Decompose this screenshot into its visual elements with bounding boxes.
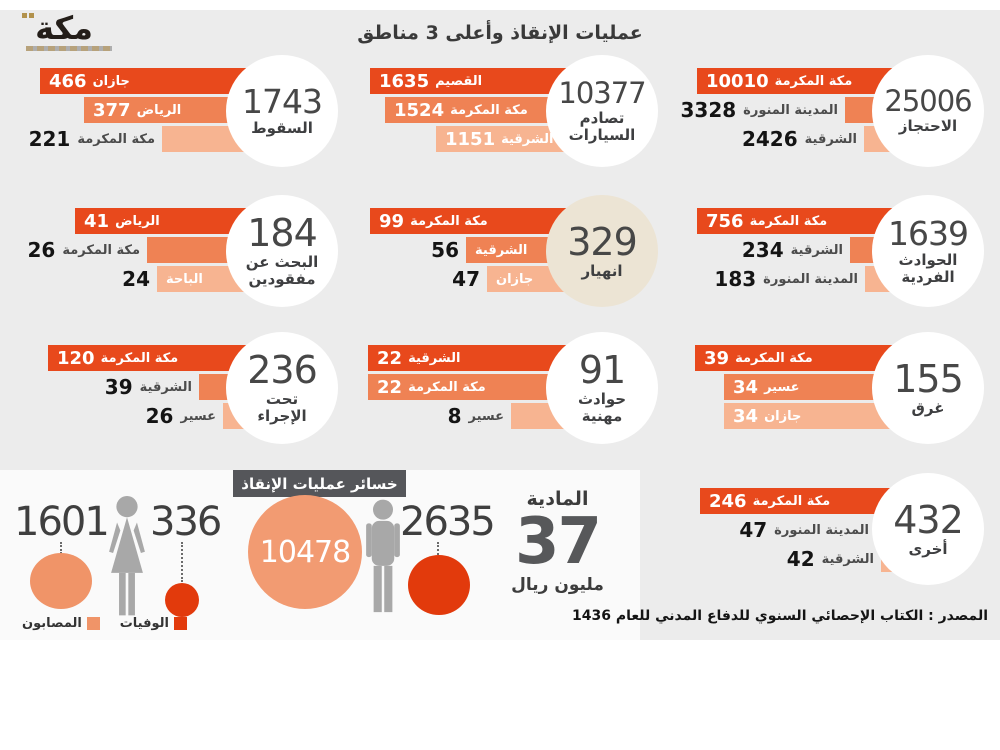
- group-8-total-value: 91: [578, 348, 626, 393]
- group-3-bar-1-label-inside: مكة المكرمة 10010: [706, 70, 853, 92]
- material-losses: المادية 37 مليون ريال: [505, 488, 610, 595]
- group-10-bar-1-label-inside: مكة المكرمة 246: [709, 490, 831, 512]
- makkah-newspaper-logo: مكة: [16, 12, 112, 64]
- group-4-category-label: البحث عن مفقودين: [245, 253, 319, 288]
- deaths-color-swatch: [174, 617, 187, 630]
- group-1-total-value: 1743: [242, 82, 323, 122]
- male-deaths-circle: [408, 555, 470, 615]
- group-6-bar-3-label-outside: المدينة المنورة 183: [714, 267, 858, 291]
- group-6-category-label: الحوادث الفردية: [898, 250, 958, 286]
- material-label: المادية: [526, 488, 589, 510]
- group-1-bar-2-label-inside: الرياض 377: [93, 99, 182, 121]
- man-icon: [366, 499, 400, 613]
- group-7-bar-1-label-inside: مكة المكرمة 120: [57, 347, 179, 369]
- male-deaths-count: 2635: [400, 499, 496, 545]
- female-deaths-count: 336: [150, 499, 222, 545]
- material-value: 37: [514, 505, 602, 579]
- logo-wordmark: مكة: [35, 10, 94, 47]
- group-2-bar-2-label-inside: مكة المكرمة 1524: [394, 99, 528, 121]
- infographic-canvas: مكة عمليات الإنقاذ وأعلى 3 مناطق جازان 46…: [0, 10, 1000, 640]
- material-unit: مليون ريال: [511, 575, 604, 596]
- group-4-bar-3-label-outside: 24: [122, 267, 150, 291]
- group-5-total-value: 329: [567, 219, 638, 264]
- group-1-total-circle: 1743 السقوط: [226, 55, 338, 167]
- group-9-bar-2-label-inside: عسير 34: [733, 376, 800, 398]
- woman-icon: [109, 496, 145, 616]
- group-9-bar-3-label-inside: جازان 34: [733, 405, 802, 427]
- group-6-total-circle: 1639 الحوادث الفردية: [872, 195, 984, 307]
- group-10-category-label: أخرى: [908, 539, 948, 558]
- dotted-connector: [181, 542, 183, 582]
- group-8-bar-2-label-inside: مكة المكرمة 22: [377, 376, 486, 398]
- group-4-total-value: 184: [247, 211, 318, 256]
- male-injured-circle: 10478: [248, 495, 362, 609]
- losses-legend: الوفيات المصابون: [22, 616, 187, 631]
- group-5-bar-3-label-inside: جازان: [496, 271, 534, 287]
- group-3-category-label: الاحتجاز: [898, 117, 958, 136]
- group-3-total-value: 25006: [884, 84, 972, 119]
- group-4-bar-1-label-inside: الرياض 41: [84, 210, 160, 232]
- source-citation: المصدر : الكتاب الإحصائي السنوي للدفاع ا…: [572, 608, 988, 624]
- group-2-total-circle: 10377 تصادم السيارات: [546, 55, 658, 167]
- female-deaths-circle: [165, 583, 199, 617]
- group-7-category-label: تحت الإجراء: [257, 390, 307, 425]
- group-10-total-value: 432: [893, 497, 964, 542]
- group-8-bar-1-label-inside: الشرقية 22: [377, 347, 461, 369]
- group-7-bar-3-label-outside: عسير 26: [145, 404, 216, 428]
- losses-badge: خسائر عمليات الإنقاذ: [233, 470, 406, 497]
- deaths-legend-label: الوفيات: [119, 616, 169, 631]
- group-2-bar-3-label-inside: الشرقية 1151: [445, 128, 554, 150]
- group-6-total-value: 1639: [888, 213, 969, 253]
- group-1-category-label: السقوط: [251, 119, 313, 138]
- group-7-total-circle: 236 تحت الإجراء: [226, 332, 338, 444]
- group-9-total-circle: 155 غرق: [872, 332, 984, 444]
- group-5-category-label: انهيار: [581, 261, 623, 280]
- group-6-bar-1-label-inside: مكة المكرمة 756: [706, 210, 828, 232]
- injured-color-swatch: [86, 617, 100, 630]
- group-2-category-label: تصادم السيارات: [568, 108, 636, 144]
- group-2-bar-1-label-inside: القصيم 1635: [379, 70, 483, 92]
- group-6-bar-2-label-outside: الشرقية 234: [741, 238, 843, 262]
- group-2-total-value: 10377: [558, 75, 646, 110]
- group-3-bar-2-label-outside: المدينة المنورة 3328: [680, 98, 839, 122]
- group-8-bar-3-label-outside: عسير 8: [447, 404, 504, 428]
- female-injured-circle: [30, 553, 92, 609]
- group-7-total-value: 236: [247, 348, 318, 393]
- group-7-bar-2-label-outside: الشرقية 39: [104, 375, 192, 399]
- female-injured-count: 1601: [14, 499, 110, 545]
- group-4-total-circle: 184 البحث عن مفقودين: [226, 195, 338, 307]
- dotted-connector: [437, 542, 439, 555]
- group-5-bar-2-label-inside: الشرقية: [475, 242, 528, 258]
- group-5-total-circle: 329 انهيار: [546, 195, 658, 307]
- group-5-bar-1-label-inside: مكة المكرمة 99: [379, 210, 488, 232]
- group-1-bar-3-label-outside: مكة المكرمة 221: [28, 127, 155, 151]
- group-1-bar-1-label-inside: جازان 466: [49, 70, 130, 92]
- group-4-bar-2-label-outside: مكة المكرمة 26: [27, 238, 141, 262]
- legend-item-deaths: الوفيات: [120, 616, 187, 631]
- group-9-category-label: غرق: [911, 398, 945, 417]
- group-4-bar-3-label-inside: الباحة: [166, 271, 203, 287]
- injured-legend-label: المصابون: [22, 616, 82, 631]
- group-3-total-circle: 25006 الاحتجاز: [872, 55, 984, 167]
- legend-item-injured: المصابون: [22, 616, 100, 631]
- group-10-bar-2-label-outside: المدينة المنورة 47: [739, 518, 869, 542]
- page-title: عمليات الإنقاذ وأعلى 3 مناطق: [357, 22, 643, 44]
- group-8-total-circle: 91 حوادث مهنية: [546, 332, 658, 444]
- group-5-bar-2-label-outside: 56: [431, 238, 459, 262]
- male-injured-count: 10478: [259, 534, 351, 570]
- group-3-bar-3-label-outside: الشرقية 2426: [741, 127, 857, 151]
- group-9-bar-1-label-inside: مكة المكرمة 39: [704, 347, 813, 369]
- dotted-connector: [60, 542, 62, 554]
- group-10-bar-3-label-outside: الشرقية 42: [786, 547, 874, 571]
- group-9-total-value: 155: [893, 356, 964, 401]
- group-5-bar-3-label-outside: 47: [452, 267, 480, 291]
- logo-tagline: [26, 46, 112, 51]
- group-4-bar-1: الرياض 41: [75, 208, 272, 234]
- group-8-category-label: حوادث مهنية: [577, 390, 627, 425]
- group-10-total-circle: 432 أخرى: [872, 473, 984, 585]
- logo-gold-dots: [22, 13, 34, 18]
